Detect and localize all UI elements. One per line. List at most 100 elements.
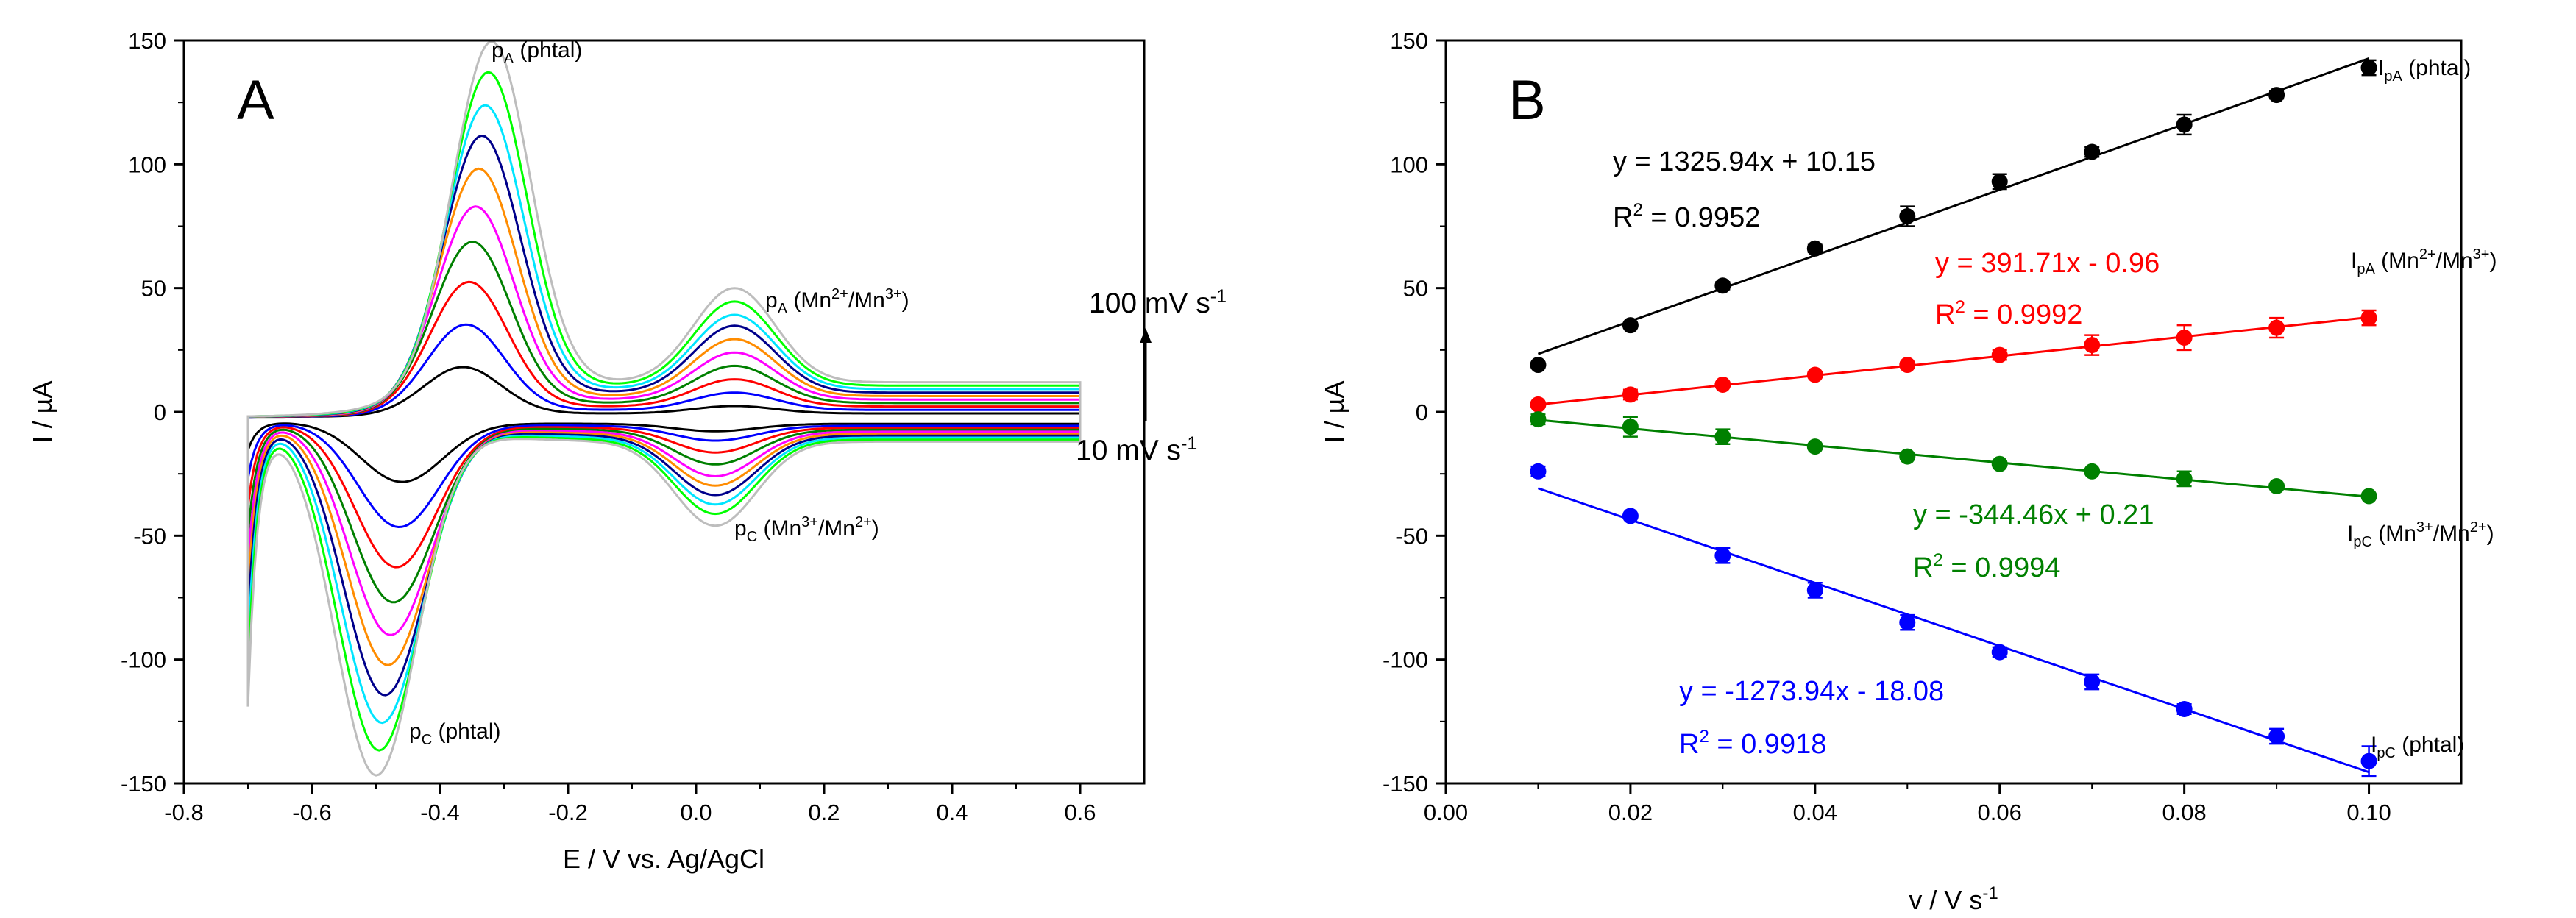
- data-point-series-3: [1806, 582, 1823, 599]
- data-point-series-1: [1530, 396, 1547, 413]
- data-point-series-1: [1991, 346, 2008, 363]
- r2-red: R2 = 0.9992: [1935, 297, 2082, 330]
- panel-b-frame: [1444, 39, 2463, 785]
- panel-a-x-tick-label: 0.6: [1064, 800, 1096, 825]
- panel-a-cyclic-voltammogram: -0.8 -0.6 -0.4 -0.2 0.0 0.2 0.4 0.6 -150 -100 -50 0…: [27, 28, 1227, 874]
- panel-b-data-points: [1530, 59, 2377, 778]
- panel-a-y-tick-label: 50: [141, 276, 166, 302]
- data-point-series-2: [1806, 438, 1823, 455]
- data-point-series-0: [2084, 143, 2101, 160]
- data-point-series-0: [1899, 208, 1916, 225]
- panel-b-fit-lines: [1537, 57, 2370, 774]
- panel-b-x-tick-label: 0.02: [1608, 800, 1653, 825]
- data-point-series-3: [2360, 752, 2377, 769]
- panel-a-x-tick-label: 0.2: [808, 800, 840, 825]
- panel-a-cv-curves: [246, 40, 1082, 777]
- panel-a-x-tick-label: 0.0: [680, 800, 712, 825]
- data-point-series-2: [2176, 470, 2193, 487]
- scan-rate-arrowhead: [1140, 328, 1152, 343]
- cv-curve-60-mv-s: [246, 167, 1082, 666]
- r2-blue: R2 = 0.9918: [1679, 727, 1826, 760]
- data-point-series-0: [2176, 116, 2193, 133]
- panel-b-x-tick-label: 0.06: [1978, 800, 2022, 825]
- panel-b-y-tick-label: -100: [1383, 647, 1428, 673]
- annotation-pc-phtal: pC (phtal): [409, 719, 501, 748]
- panel-a-label: A: [237, 69, 274, 132]
- panel-b-y-tick-label: 150: [1390, 28, 1428, 54]
- data-point-series-3: [2176, 701, 2193, 717]
- panel-b-y-tick-label: -150: [1383, 771, 1428, 797]
- data-point-series-3: [1991, 644, 2008, 661]
- panel-b-y-axis-title: I / µA: [1319, 381, 1349, 444]
- data-point-series-2: [2360, 488, 2377, 505]
- panel-b-label: B: [1508, 69, 1546, 132]
- data-point-series-1: [2360, 310, 2377, 327]
- panel-a-y-tick-label: -100: [121, 647, 166, 673]
- cv-curve-100-mv-s: [246, 40, 1082, 777]
- data-point-series-1: [2176, 330, 2193, 346]
- data-point-series-0: [2268, 87, 2285, 104]
- data-point-series-0: [1622, 317, 1639, 334]
- equation-blue: y = -1273.94x - 18.08: [1679, 676, 1944, 707]
- panel-a-x-axis-title: E / V vs. Ag/AgCl: [563, 844, 764, 874]
- data-point-series-3: [1622, 508, 1639, 524]
- scan-rate-high-label: 100 mV s-1: [1089, 286, 1227, 319]
- panel-a-x-tick-label: 0.4: [936, 800, 968, 825]
- series-label-ipa-mn: IpA (Mn2+/Mn3+): [2351, 246, 2497, 277]
- cv-curve-70-mv-s: [246, 134, 1082, 697]
- r2-black: R2 = 0.9952: [1613, 200, 1760, 233]
- panel-a-y-tick-label: -150: [121, 771, 166, 797]
- data-point-series-0: [1714, 277, 1731, 294]
- panel-a-y-tick-label: 0: [154, 399, 166, 425]
- panel-a-x-tick-label: -0.6: [292, 800, 331, 825]
- panel-a-y-tick-label: 150: [128, 28, 166, 54]
- panel-b-y-tick-label: 100: [1390, 152, 1428, 177]
- data-point-series-1: [1899, 357, 1916, 374]
- series-label-ipc-mn: IpC (Mn3+/Mn2+): [2347, 519, 2494, 550]
- panel-a-y-axis-title: I / µA: [27, 381, 57, 444]
- data-point-series-1: [1806, 366, 1823, 383]
- data-point-series-0: [1806, 240, 1823, 257]
- data-point-series-2: [2084, 463, 2101, 480]
- data-point-series-2: [2268, 478, 2285, 494]
- data-point-series-0: [1991, 173, 2008, 190]
- panel-b-y-tick-label: 50: [1403, 276, 1428, 302]
- panel-a-x-tick-label: -0.8: [164, 800, 203, 825]
- data-point-series-3: [2268, 728, 2285, 745]
- panel-b-peak-current-vs-scan-rate: 0.00 0.02 0.04 0.06 0.08 0.10 -150 -100 -50 0 50 10…: [1319, 28, 2497, 915]
- data-point-series-1: [1622, 386, 1639, 403]
- data-point-series-0: [2360, 60, 2377, 76]
- fit-line-series-2: [1538, 419, 2369, 498]
- cv-curve-40-mv-s: [246, 241, 1082, 604]
- panel-a-x-tick-label: -0.2: [548, 800, 587, 825]
- panel-b-x-tick-label: 0.08: [2162, 800, 2206, 825]
- panel-b-x-tick-label: 0.00: [1424, 800, 1468, 825]
- data-point-series-1: [2268, 319, 2285, 336]
- equation-red: y = 391.71x - 0.96: [1935, 248, 2160, 279]
- cv-curve-20-mv-s: [246, 323, 1082, 529]
- panel-b-y-tick-label: 0: [1416, 399, 1428, 425]
- scan-rate-low-label: 10 mV s-1: [1076, 433, 1197, 466]
- panel-a-y-tick-label: 100: [128, 152, 166, 177]
- series-label-ipa-phtal: IpA (phtal): [2378, 56, 2471, 85]
- data-point-series-3: [2084, 673, 2101, 690]
- data-point-series-3: [1530, 463, 1547, 480]
- data-point-series-2: [1991, 455, 2008, 472]
- annotation-pa-phtal: pA (phtal): [492, 38, 582, 67]
- data-point-series-0: [1530, 357, 1547, 374]
- fit-line-series-3: [1537, 487, 2370, 774]
- panel-b-y-tick-label: -50: [1395, 523, 1428, 549]
- data-point-series-1: [1714, 376, 1731, 393]
- equation-black: y = 1325.94x + 10.15: [1613, 146, 1876, 177]
- series-label-ipc-phtal: IpC (phtal): [2371, 733, 2464, 761]
- cv-curve-50-mv-s: [246, 205, 1082, 636]
- panel-a-x-tick-label: -0.4: [420, 800, 459, 825]
- data-point-series-3: [1714, 547, 1731, 564]
- data-point-series-1: [2084, 337, 2101, 354]
- data-point-series-2: [1714, 428, 1731, 445]
- panel-b-x-tick-label: 0.10: [2346, 800, 2391, 825]
- annotation-pa-mn: pA (Mn2+/Mn3+): [765, 286, 909, 317]
- fit-line-series-1: [1538, 316, 2369, 406]
- annotation-pc-mn: pC (Mn3+/Mn2+): [734, 514, 879, 545]
